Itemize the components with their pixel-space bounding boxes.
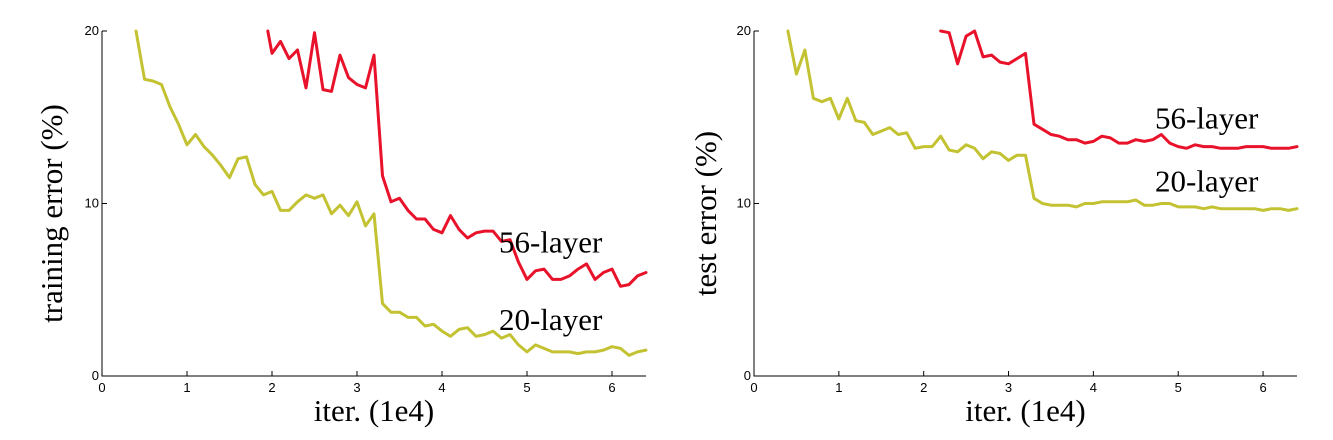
x-tick-label: 1: [835, 380, 842, 395]
x-tick-label: 1: [183, 380, 190, 395]
y-tick-label: 10: [737, 196, 751, 211]
x-tick-label: 4: [1090, 380, 1097, 395]
x-tick-label: 2: [268, 380, 275, 395]
x-tick-label: 5: [1175, 380, 1182, 395]
series-line-56-layer: [266, 29, 648, 288]
y-tick-label: 10: [85, 196, 99, 211]
x-tick-label: 0: [98, 380, 105, 395]
series-line-20-layer: [786, 29, 1299, 212]
x-axis-title: iter. (1e4): [314, 393, 435, 428]
y-axis-title: test error (%): [688, 131, 723, 296]
series-label-20-layer: 20-layer: [499, 302, 603, 337]
x-tick-label: 0: [750, 380, 757, 395]
x-tick-label: 2: [920, 380, 927, 395]
y-tick-label: 20: [85, 23, 99, 38]
x-tick-label: 5: [523, 380, 530, 395]
x-tick-label: 6: [608, 380, 615, 395]
x-tick-label: 4: [438, 380, 445, 395]
y-axis-title: training error (%): [34, 104, 69, 323]
series-line-56-layer: [939, 29, 1299, 150]
x-tick-label: 3: [353, 380, 360, 395]
x-tick-label: 3: [1005, 380, 1012, 395]
series-label-56-layer: 56-layer: [499, 225, 603, 260]
x-tick-label: 6: [1259, 380, 1266, 395]
y-tick-label: 20: [737, 23, 751, 38]
training-error-chart: 0 1 2 3 4 5 6 0 10 20 iter. (1e4) training error (%…: [34, 23, 648, 428]
series-line-20-layer: [134, 29, 648, 357]
axis-frame: [753, 31, 1297, 377]
y-tick-label: 0: [744, 368, 751, 383]
series-label-20-layer: 20-layer: [1155, 164, 1259, 199]
y-tick-label: 0: [92, 368, 99, 383]
test-error-chart: 0 1 2 3 4 5 6 0 10 20 iter. (1e4) test error (%) 56-…: [688, 23, 1299, 428]
x-axis-title: iter. (1e4): [965, 393, 1086, 428]
series-label-56-layer: 56-layer: [1155, 101, 1259, 136]
